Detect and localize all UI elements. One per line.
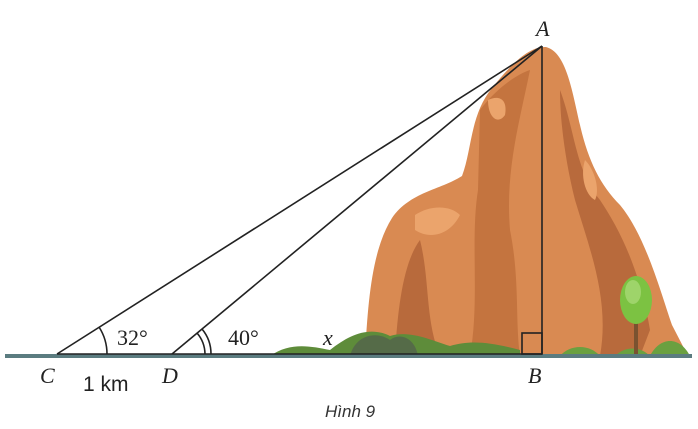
angle-label: 32°	[117, 325, 148, 350]
point-label: B	[528, 363, 541, 388]
segment-label: 1 km	[83, 373, 129, 396]
point-label: C	[40, 363, 55, 388]
construction-lines	[56, 45, 543, 355]
angle-label: 40°	[228, 325, 259, 350]
point-label: A	[534, 16, 550, 41]
segment-label: x	[322, 325, 333, 350]
vegetation	[270, 276, 690, 356]
caption: Hình 9	[325, 402, 376, 421]
point-label: D	[161, 363, 178, 388]
